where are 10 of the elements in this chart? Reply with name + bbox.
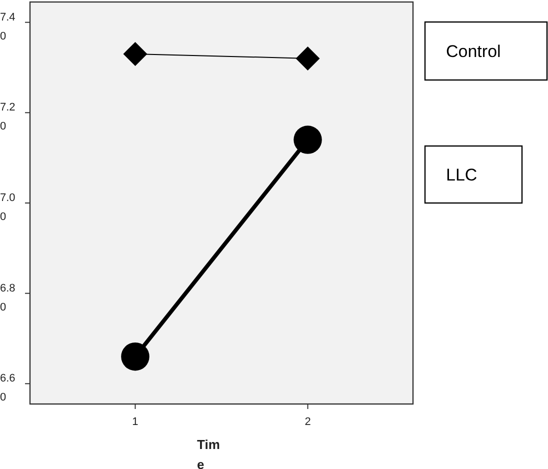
- x-tick-label: 1: [132, 416, 138, 428]
- text: Control: [446, 42, 501, 61]
- x-axis-title: Time: [197, 437, 220, 469]
- y-tick-label: 7.40: [0, 11, 16, 42]
- x-tick-label: 2: [304, 416, 311, 428]
- y-tick-label: 7.20: [0, 102, 16, 133]
- text: LLC: [446, 166, 478, 184]
- y-tick-label: 7.00: [0, 192, 16, 223]
- y-tick-label: 6.80: [0, 282, 16, 314]
- y-tick-label: 6.60: [0, 372, 16, 404]
